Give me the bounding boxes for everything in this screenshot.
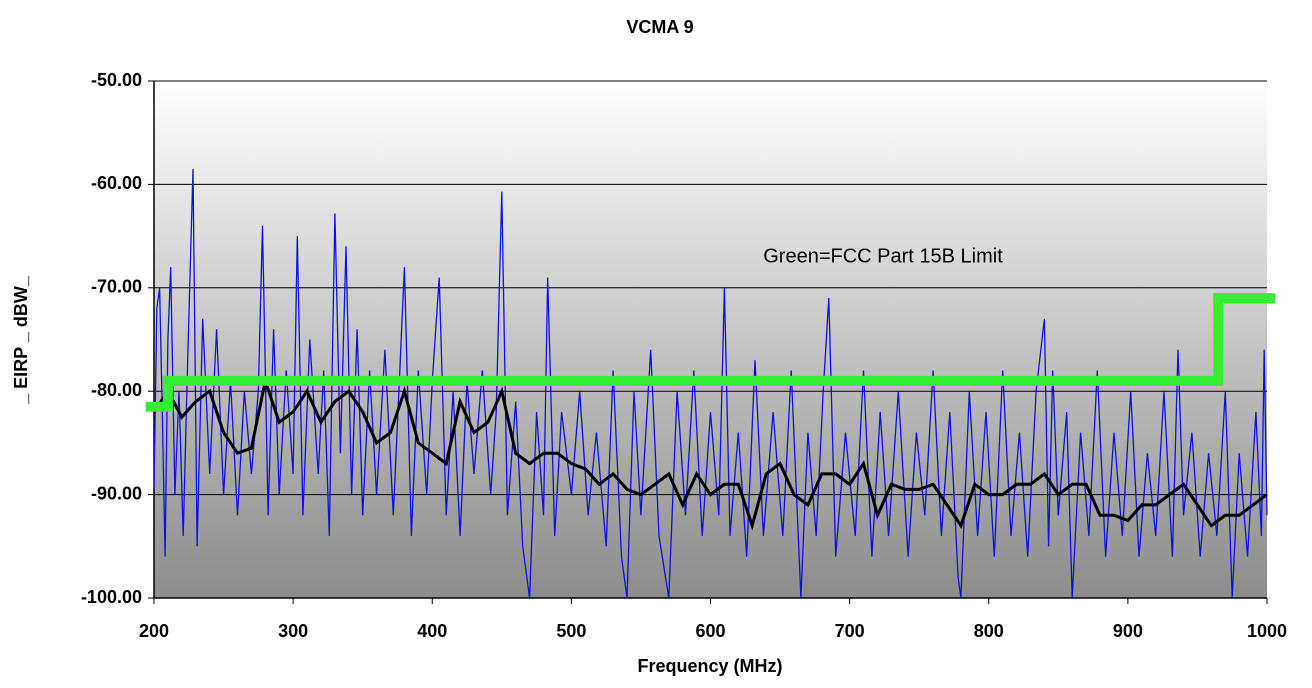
x-axis-label: Frequency (MHz) bbox=[637, 656, 782, 676]
y-tick-label: -70.00 bbox=[91, 277, 142, 297]
x-tick-label: 700 bbox=[835, 621, 865, 641]
y-tick-label: -90.00 bbox=[91, 483, 142, 503]
x-tick-label: 600 bbox=[695, 621, 725, 641]
series-line bbox=[145, 293, 1276, 412]
x-tick-label: 800 bbox=[974, 621, 1004, 641]
x-tick-label: 1000 bbox=[1247, 621, 1287, 641]
plot-area bbox=[154, 81, 1267, 598]
annotation: Green=FCC Part 15B Limit bbox=[763, 245, 1003, 267]
chart-title: VCMA 9 bbox=[626, 17, 693, 37]
y-tick-label: -50.00 bbox=[91, 70, 142, 90]
series-line bbox=[152, 375, 1268, 531]
x-tick-label: 400 bbox=[417, 621, 447, 641]
y-axis-label: _ EIRP _ dBW_ bbox=[11, 275, 31, 405]
x-tick-label: 300 bbox=[278, 621, 308, 641]
y-tick-label: -100.00 bbox=[81, 587, 142, 607]
y-tick-label: -60.00 bbox=[91, 173, 142, 193]
x-tick-label: 200 bbox=[139, 621, 169, 641]
x-tick-label: 500 bbox=[556, 621, 586, 641]
x-tick-label: 900 bbox=[1113, 621, 1143, 641]
y-tick-label: -80.00 bbox=[91, 380, 142, 400]
series-line bbox=[153, 168, 1268, 599]
